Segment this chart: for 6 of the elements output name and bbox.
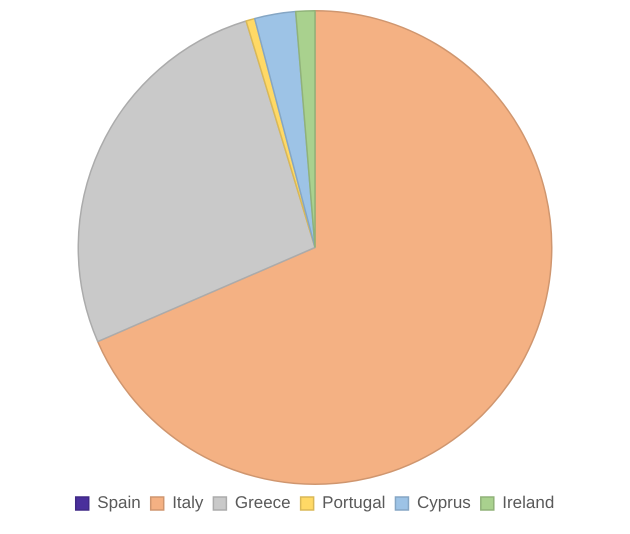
legend-label: Ireland (502, 493, 554, 512)
legend-label: Greece (234, 493, 291, 512)
legend-label: Spain (97, 493, 141, 512)
legend-label: Italy (172, 493, 204, 512)
legend-label: Portugal (322, 493, 386, 512)
legend-label: Cyprus (416, 493, 471, 512)
